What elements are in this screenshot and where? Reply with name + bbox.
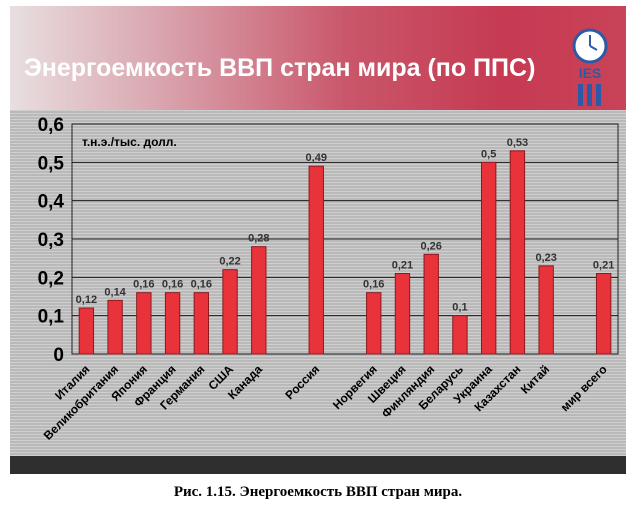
bar [308, 165, 324, 355]
ies-logo: IES [572, 28, 608, 106]
data-label: 0,26 [420, 240, 441, 252]
data-label: 0,16 [363, 279, 384, 291]
x-tick-label: мир всего [558, 362, 610, 414]
data-label: 0,28 [248, 233, 269, 245]
x-tick-label: Китай [518, 362, 552, 396]
bar [136, 292, 152, 355]
bar [78, 307, 95, 355]
bottom-bar [10, 456, 626, 474]
figure-caption: Рис. 1.15. Энергоемкость ВВП стран мира. [173, 484, 463, 500]
y-tick-label: 0,3 [38, 230, 64, 251]
bar [452, 315, 468, 355]
data-label: 0,49 [306, 152, 327, 164]
data-label: 0,22 [219, 256, 240, 268]
data-label: 0,16 [133, 279, 154, 291]
data-label: 0,5 [481, 148, 496, 160]
data-label: 0,16 [162, 279, 183, 291]
bar [251, 246, 267, 355]
y-tick-label: 0,2 [38, 268, 64, 289]
bar-chart: 0 0,1 0,2 0,3 0,4 0,5 0,6 т.н.э./тыс. долл. 0,12… [38, 115, 619, 443]
x-tick-label: Россия [282, 362, 322, 402]
data-label: 0,14 [104, 286, 126, 298]
y-unit-label: т.н.э./тыс. долл. [82, 135, 177, 149]
y-tick-label: 0,6 [38, 115, 64, 136]
bar [193, 292, 209, 355]
page-title: Энергоемкость ВВП стран мира (по ППС) [24, 54, 536, 82]
bar [394, 273, 411, 355]
logo-clock-hand [589, 45, 598, 51]
bar [595, 273, 612, 355]
data-label: 0,21 [392, 260, 413, 272]
logo-text: IES [579, 65, 602, 81]
logo-stripe [587, 84, 592, 106]
bar [107, 299, 123, 355]
bar [366, 292, 382, 355]
bar [538, 265, 554, 355]
logo-stripe [596, 84, 601, 106]
bar [423, 253, 439, 355]
y-tick-label: 0 [53, 345, 64, 366]
bar [164, 292, 181, 355]
data-label: 0,53 [507, 137, 528, 149]
y-tick-label: 0,1 [38, 307, 65, 328]
logo-stripe [578, 84, 583, 106]
slide-background: Энергоемкость ВВП стран мира (по ППС) IE… [10, 6, 626, 474]
data-label: 0,1 [452, 302, 467, 314]
data-label: 0,23 [535, 252, 556, 264]
data-label: 0,12 [76, 294, 97, 306]
bar [509, 150, 526, 355]
data-label: 0,16 [191, 279, 212, 291]
y-tick-label: 0,4 [38, 192, 65, 213]
data-label: 0,21 [593, 260, 614, 272]
bar [222, 269, 238, 355]
title-banner [10, 6, 626, 110]
bar [481, 161, 497, 355]
y-tick-label: 0,5 [38, 153, 65, 174]
